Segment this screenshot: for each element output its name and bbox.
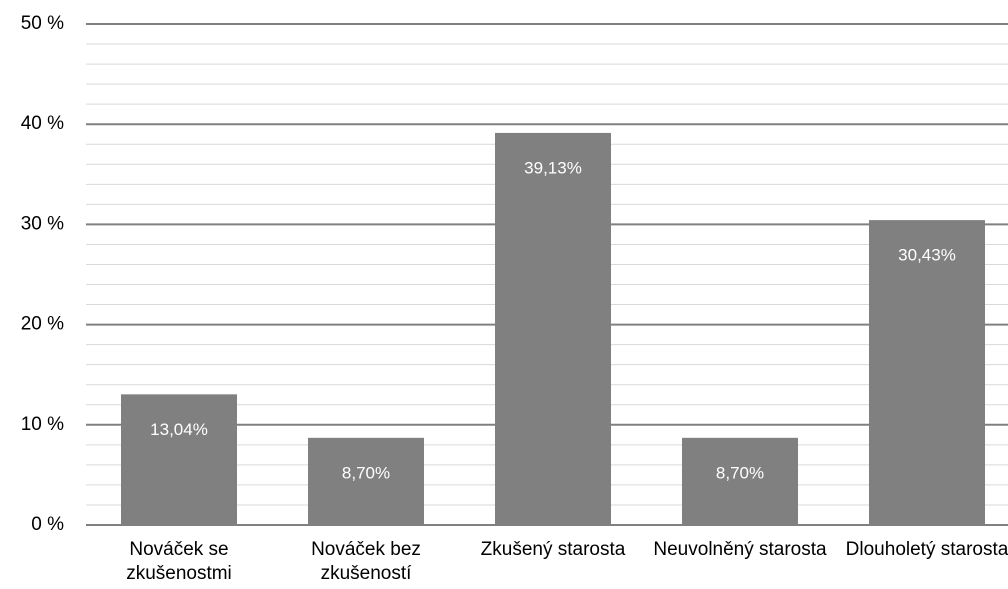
value-label: 13,04% xyxy=(150,420,208,439)
y-tick-label: 0 % xyxy=(31,514,64,535)
value-label: 8,70% xyxy=(342,463,390,482)
y-tick-label: 50 % xyxy=(21,13,64,34)
x-tick-label: Zkušený starosta xyxy=(480,539,626,560)
value-label: 39,13% xyxy=(524,158,582,177)
x-tick-label: Nováček bez zkušeností xyxy=(311,539,421,584)
bar xyxy=(682,437,798,525)
y-tick-label: 10 % xyxy=(21,414,64,435)
y-tick-label: 30 % xyxy=(21,213,64,234)
bar xyxy=(869,220,985,525)
bar xyxy=(308,437,424,525)
y-tick-label: 40 % xyxy=(21,113,64,134)
value-label: 30,43% xyxy=(898,246,956,265)
value-label: 8,70% xyxy=(716,463,764,482)
x-tick-label: Nováček se zkušenostmi xyxy=(126,539,232,584)
bar xyxy=(495,132,611,525)
x-tick-label: Neuvolněný starosta xyxy=(653,539,827,560)
bar xyxy=(121,394,237,525)
y-tick-label: 20 % xyxy=(21,314,64,335)
x-tick-label: Dlouholetý starosta xyxy=(845,539,1008,560)
